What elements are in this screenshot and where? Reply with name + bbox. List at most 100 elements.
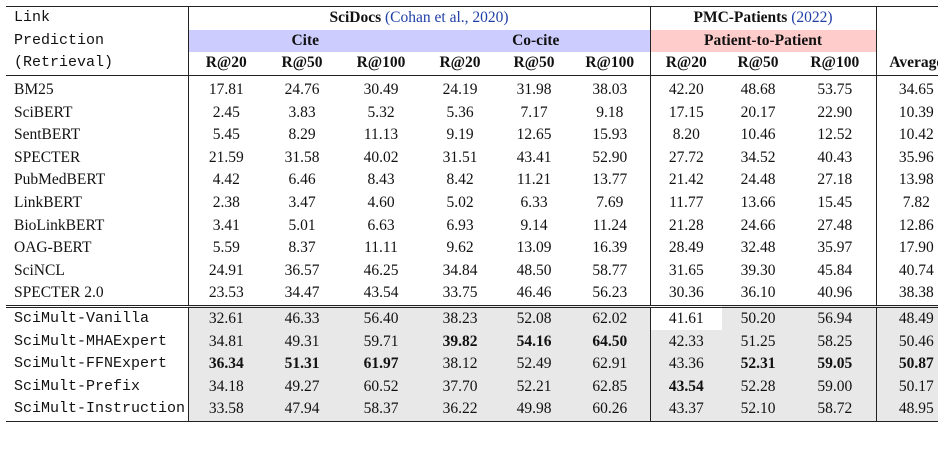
average-cell: 40.74: [898, 261, 934, 279]
table-row: BioLinkBERT 3.41 5.01 6.63 6.93 9.14 11.24 21.2…: [6, 214, 938, 237]
score-cell: 52.21: [498, 375, 570, 399]
score-cell: 13.66: [740, 194, 776, 212]
score-cell: 54.16: [498, 330, 570, 353]
scidocs-name: SciDocs: [329, 9, 382, 27]
score-cell: 9.18: [570, 101, 651, 124]
score-cell: 21.59: [208, 148, 244, 166]
score-cell: 40.43: [794, 146, 877, 170]
score-cell: 30.49: [363, 81, 399, 99]
score-cell: 47.94: [264, 398, 340, 422]
score-cell: 8.43: [367, 171, 395, 189]
score-cell: 3.83: [288, 103, 316, 121]
score-cell: 36.34: [188, 352, 264, 376]
score-cell: 5.02: [446, 194, 474, 212]
header-row-2: Prediction Cite Co-cite Patient-to-Patie…: [6, 29, 938, 53]
score-cell: 52.08: [498, 306, 570, 331]
score-cell: 43.41: [516, 148, 552, 166]
score-cell: 43.36: [650, 352, 722, 376]
score-cell: 9.62: [446, 239, 474, 257]
score-cell: 46.25: [363, 261, 399, 279]
score-cell: 61.97: [340, 352, 422, 376]
score-cell: 7.17: [520, 103, 548, 121]
task-label-line-3: (Retrieval): [6, 52, 189, 76]
score-cell: 52.31: [722, 352, 794, 376]
score-cell: 62.85: [570, 375, 651, 399]
average-cell: 17.90: [898, 239, 934, 257]
score-cell: 8.29: [288, 126, 316, 144]
score-cell: 58.72: [794, 398, 877, 422]
average-cell: 48.49: [876, 306, 938, 331]
score-cell: 49.98: [498, 398, 570, 422]
score-cell: 39.30: [740, 261, 776, 279]
score-cell: 34.18: [188, 375, 264, 399]
metric-header: R@100: [794, 52, 877, 76]
score-cell: 36.10: [740, 284, 776, 302]
score-cell: 53.75: [794, 75, 877, 102]
table-row: SPECTER 21.59 31.58 40.02 31.51 43.41 52.90 27.…: [6, 146, 938, 170]
method-name: SPECTER: [6, 146, 189, 170]
score-cell: 51.31: [264, 352, 340, 376]
table-row: BM25 17.81 24.76 30.49 24.19 31.98 38.03 42.20 4…: [6, 75, 938, 102]
score-cell: 4.42: [212, 171, 240, 189]
score-cell: 7.69: [570, 191, 651, 215]
score-cell: 2.45: [212, 103, 240, 121]
score-cell: 33.75: [442, 284, 478, 302]
score-cell: 6.63: [367, 216, 395, 234]
score-cell: 37.70: [422, 375, 498, 399]
score-cell: 38.03: [570, 75, 651, 102]
metric-header: R@100: [356, 54, 406, 72]
link-prediction-table: Link SciDocs (Cohan et al., 2020) PMC-Pa…: [6, 6, 938, 422]
method-name: SciMult-MHAExpert: [6, 330, 189, 353]
score-cell: 52.10: [722, 398, 794, 422]
score-cell: 24.66: [740, 216, 776, 234]
score-cell: 5.36: [446, 103, 474, 121]
score-cell: 12.52: [794, 123, 877, 147]
baseline-rows: BM25 17.81 24.76 30.49 24.19 31.98 38.03 42.20 4…: [6, 75, 938, 307]
score-cell: 5.32: [367, 103, 395, 121]
score-cell: 15.93: [570, 123, 651, 147]
pmc-citation-link[interactable]: (2022): [791, 9, 833, 27]
score-cell: 31.65: [668, 261, 704, 279]
method-name: SciNCL: [6, 259, 189, 283]
table-row: SentBERT 5.45 8.29 11.13 9.19 12.65 15.93 8.20 1…: [6, 123, 938, 147]
score-cell: 9.19: [446, 126, 474, 144]
header-row-3: (Retrieval) R@20 R@50 R@100 R@20 R@50 R@…: [6, 52, 938, 76]
score-cell: 46.46: [516, 284, 552, 302]
score-cell: 34.47: [284, 284, 320, 302]
score-cell: 52.90: [570, 146, 651, 170]
task-label-line-2: Prediction: [6, 29, 189, 53]
score-cell: 6.33: [520, 194, 548, 212]
scidocs-citation-link[interactable]: (Cohan et al., 2020): [385, 9, 509, 27]
score-cell: 3.41: [212, 216, 240, 234]
score-cell: 24.76: [284, 81, 320, 99]
score-cell: 11.11: [364, 239, 398, 257]
method-name: OAG-BERT: [6, 236, 189, 260]
average-cell: 12.86: [898, 216, 934, 234]
average-cell: 50.87: [876, 352, 938, 376]
method-name: BioLinkBERT: [6, 214, 189, 237]
score-cell: 23.53: [208, 284, 244, 302]
score-cell: 11.77: [669, 194, 704, 212]
score-cell: 48.68: [740, 81, 776, 99]
score-cell: 5.59: [212, 239, 240, 257]
score-cell: 31.51: [442, 148, 478, 166]
header-row-1: Link SciDocs (Cohan et al., 2020) PMC-Pa…: [6, 6, 938, 30]
table-row: OAG-BERT 5.59 8.37 11.11 9.62 13.09 16.39 28.49…: [6, 236, 938, 260]
score-cell: 58.25: [794, 330, 877, 353]
score-cell: 13.77: [570, 169, 651, 192]
score-cell: 24.91: [208, 261, 244, 279]
score-cell: 36.22: [422, 398, 498, 422]
score-cell: 62.02: [570, 306, 651, 331]
score-cell: 58.77: [570, 259, 651, 283]
score-cell: 40.96: [794, 282, 877, 307]
average-header-blank: [876, 7, 938, 30]
score-cell: 49.27: [264, 375, 340, 399]
score-cell: 56.94: [794, 306, 877, 331]
method-name: SciBERT: [6, 101, 189, 124]
method-name: SPECTER 2.0: [6, 282, 189, 307]
score-cell: 62.91: [570, 352, 651, 376]
score-cell: 20.17: [740, 103, 776, 121]
method-name: SciMult-FFNExpert: [6, 352, 189, 376]
average-cell: 34.65: [898, 81, 934, 99]
score-cell: 34.81: [188, 330, 264, 353]
